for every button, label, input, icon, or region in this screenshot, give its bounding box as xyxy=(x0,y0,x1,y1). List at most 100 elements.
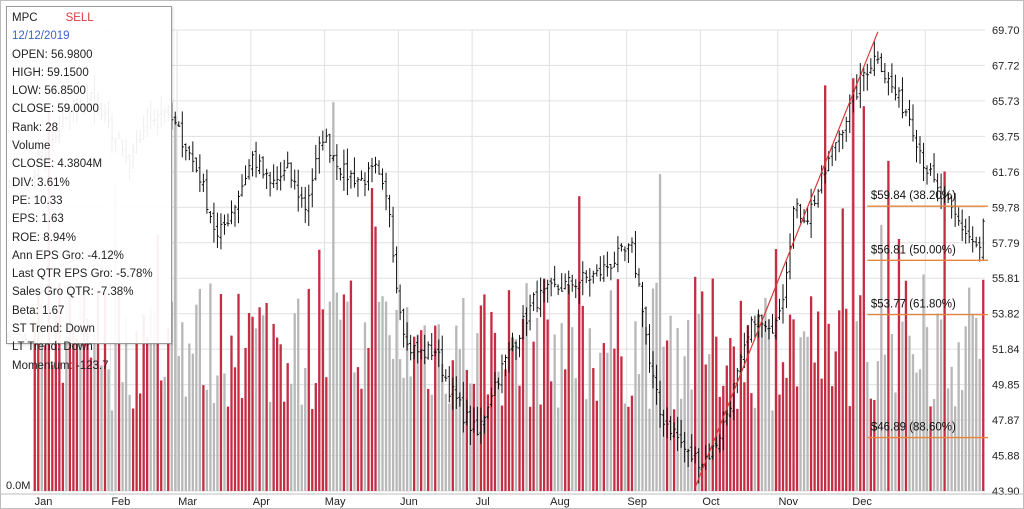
volume-bar xyxy=(325,377,328,491)
stat-row: LT Trend: Down xyxy=(12,341,93,354)
price-tick-label: 69.70 xyxy=(992,25,1020,37)
volume-bar xyxy=(444,393,447,491)
volume-bar xyxy=(771,410,774,491)
volume-bar xyxy=(834,351,837,491)
price-tick-label: 61.76 xyxy=(992,167,1020,179)
volume-bar xyxy=(694,276,697,491)
volume-bar xyxy=(585,399,588,491)
volume-bar xyxy=(156,234,159,492)
volume-bar xyxy=(381,296,384,491)
volume-bar xyxy=(405,307,409,491)
volume-bar xyxy=(261,315,265,491)
volume-bar xyxy=(297,298,300,491)
price-tick-label: 59.78 xyxy=(992,202,1020,214)
volume-bar xyxy=(620,356,623,491)
volume-bar xyxy=(437,324,440,491)
volume-bar xyxy=(100,365,103,491)
volume-bar xyxy=(96,290,100,491)
volume-bar xyxy=(781,362,785,491)
volume-bar xyxy=(434,325,437,491)
volume-bar xyxy=(188,343,191,491)
volume-bar xyxy=(599,352,602,491)
price-tick-label: 47.87 xyxy=(992,415,1020,427)
volume-bar xyxy=(897,238,901,491)
volume-bar xyxy=(307,288,310,491)
volume-bar xyxy=(911,354,915,491)
volume-bar xyxy=(613,348,616,491)
volume-bar xyxy=(507,290,511,491)
volume-bar xyxy=(764,297,767,491)
volume-bar xyxy=(265,303,268,491)
volume-bar xyxy=(40,278,43,491)
volume-bar xyxy=(54,315,57,491)
volume-bar xyxy=(953,406,957,491)
stat-row: Last QTR EPS Gro: -5.78% xyxy=(12,268,153,281)
month-tick-label: Feb xyxy=(111,496,130,508)
volume-bar xyxy=(223,373,226,491)
volume-bar xyxy=(901,321,904,491)
volume-bar xyxy=(932,399,936,491)
volume-bar xyxy=(412,336,416,491)
volume-bar xyxy=(346,301,349,491)
month-tick-label: Dec xyxy=(852,496,872,508)
volume-bar xyxy=(33,325,36,491)
volume-bar xyxy=(760,320,764,491)
volume-bar xyxy=(581,305,584,491)
volume-bar xyxy=(820,378,823,491)
stat-row: PE: 10.33 xyxy=(12,194,63,207)
volume-bar xyxy=(746,325,750,491)
volume-bar xyxy=(275,337,279,491)
volume-bar xyxy=(51,364,54,491)
volume-bar xyxy=(483,294,486,491)
ticker-symbol: MPC xyxy=(12,12,38,24)
month-tick-label: Oct xyxy=(702,496,719,508)
volume-bar xyxy=(353,372,356,491)
volume-bar xyxy=(398,359,402,491)
volume-bar xyxy=(588,328,591,491)
volume-bar xyxy=(363,322,367,491)
volume-bar xyxy=(304,367,307,491)
volume-bar xyxy=(184,396,187,491)
volume-bar xyxy=(855,321,858,491)
volume-bar xyxy=(93,331,96,491)
price-tick-label: 51.84 xyxy=(992,344,1020,356)
volume-bar xyxy=(602,343,606,491)
volume-bar xyxy=(191,353,194,491)
volume-bar xyxy=(202,385,205,491)
volume-bar xyxy=(978,358,981,491)
volume-bar xyxy=(697,313,700,491)
month-tick-label: Mar xyxy=(178,496,197,508)
volume-bar xyxy=(479,305,483,491)
volume-bar xyxy=(792,319,795,491)
price-tick-label: 65.73 xyxy=(992,96,1020,108)
volume-bar xyxy=(975,317,978,491)
signal-badge: SELL xyxy=(65,12,94,24)
volume-bar xyxy=(58,282,61,491)
volume-bar xyxy=(578,196,581,491)
volume-bar xyxy=(982,279,985,491)
volume-bar xyxy=(124,316,128,491)
volume-bar xyxy=(142,314,145,491)
volume-bar xyxy=(251,316,254,491)
volume-bar xyxy=(138,393,142,491)
volume-bar xyxy=(377,301,381,491)
volume-bar xyxy=(61,382,65,491)
volume-bar xyxy=(420,330,423,491)
volume-bar xyxy=(391,358,395,491)
volume-bar xyxy=(107,369,110,491)
volume-bar xyxy=(402,377,405,491)
volume-bar xyxy=(816,311,820,491)
volume-bar xyxy=(672,409,676,491)
volume-bar xyxy=(441,364,444,491)
volume-bar xyxy=(557,407,560,491)
price-tick-label: 49.85 xyxy=(992,380,1020,392)
volume-bar xyxy=(167,327,170,491)
volume-bar xyxy=(497,371,500,491)
volume-bar xyxy=(177,356,180,491)
stat-row: DIV: 3.61% xyxy=(12,176,70,189)
volume-bar xyxy=(283,401,286,491)
volume-bar xyxy=(342,294,346,491)
volume-bar xyxy=(831,386,834,491)
fib-label: $46.89 (88.60%) xyxy=(871,422,956,434)
volume-bar xyxy=(641,308,644,491)
